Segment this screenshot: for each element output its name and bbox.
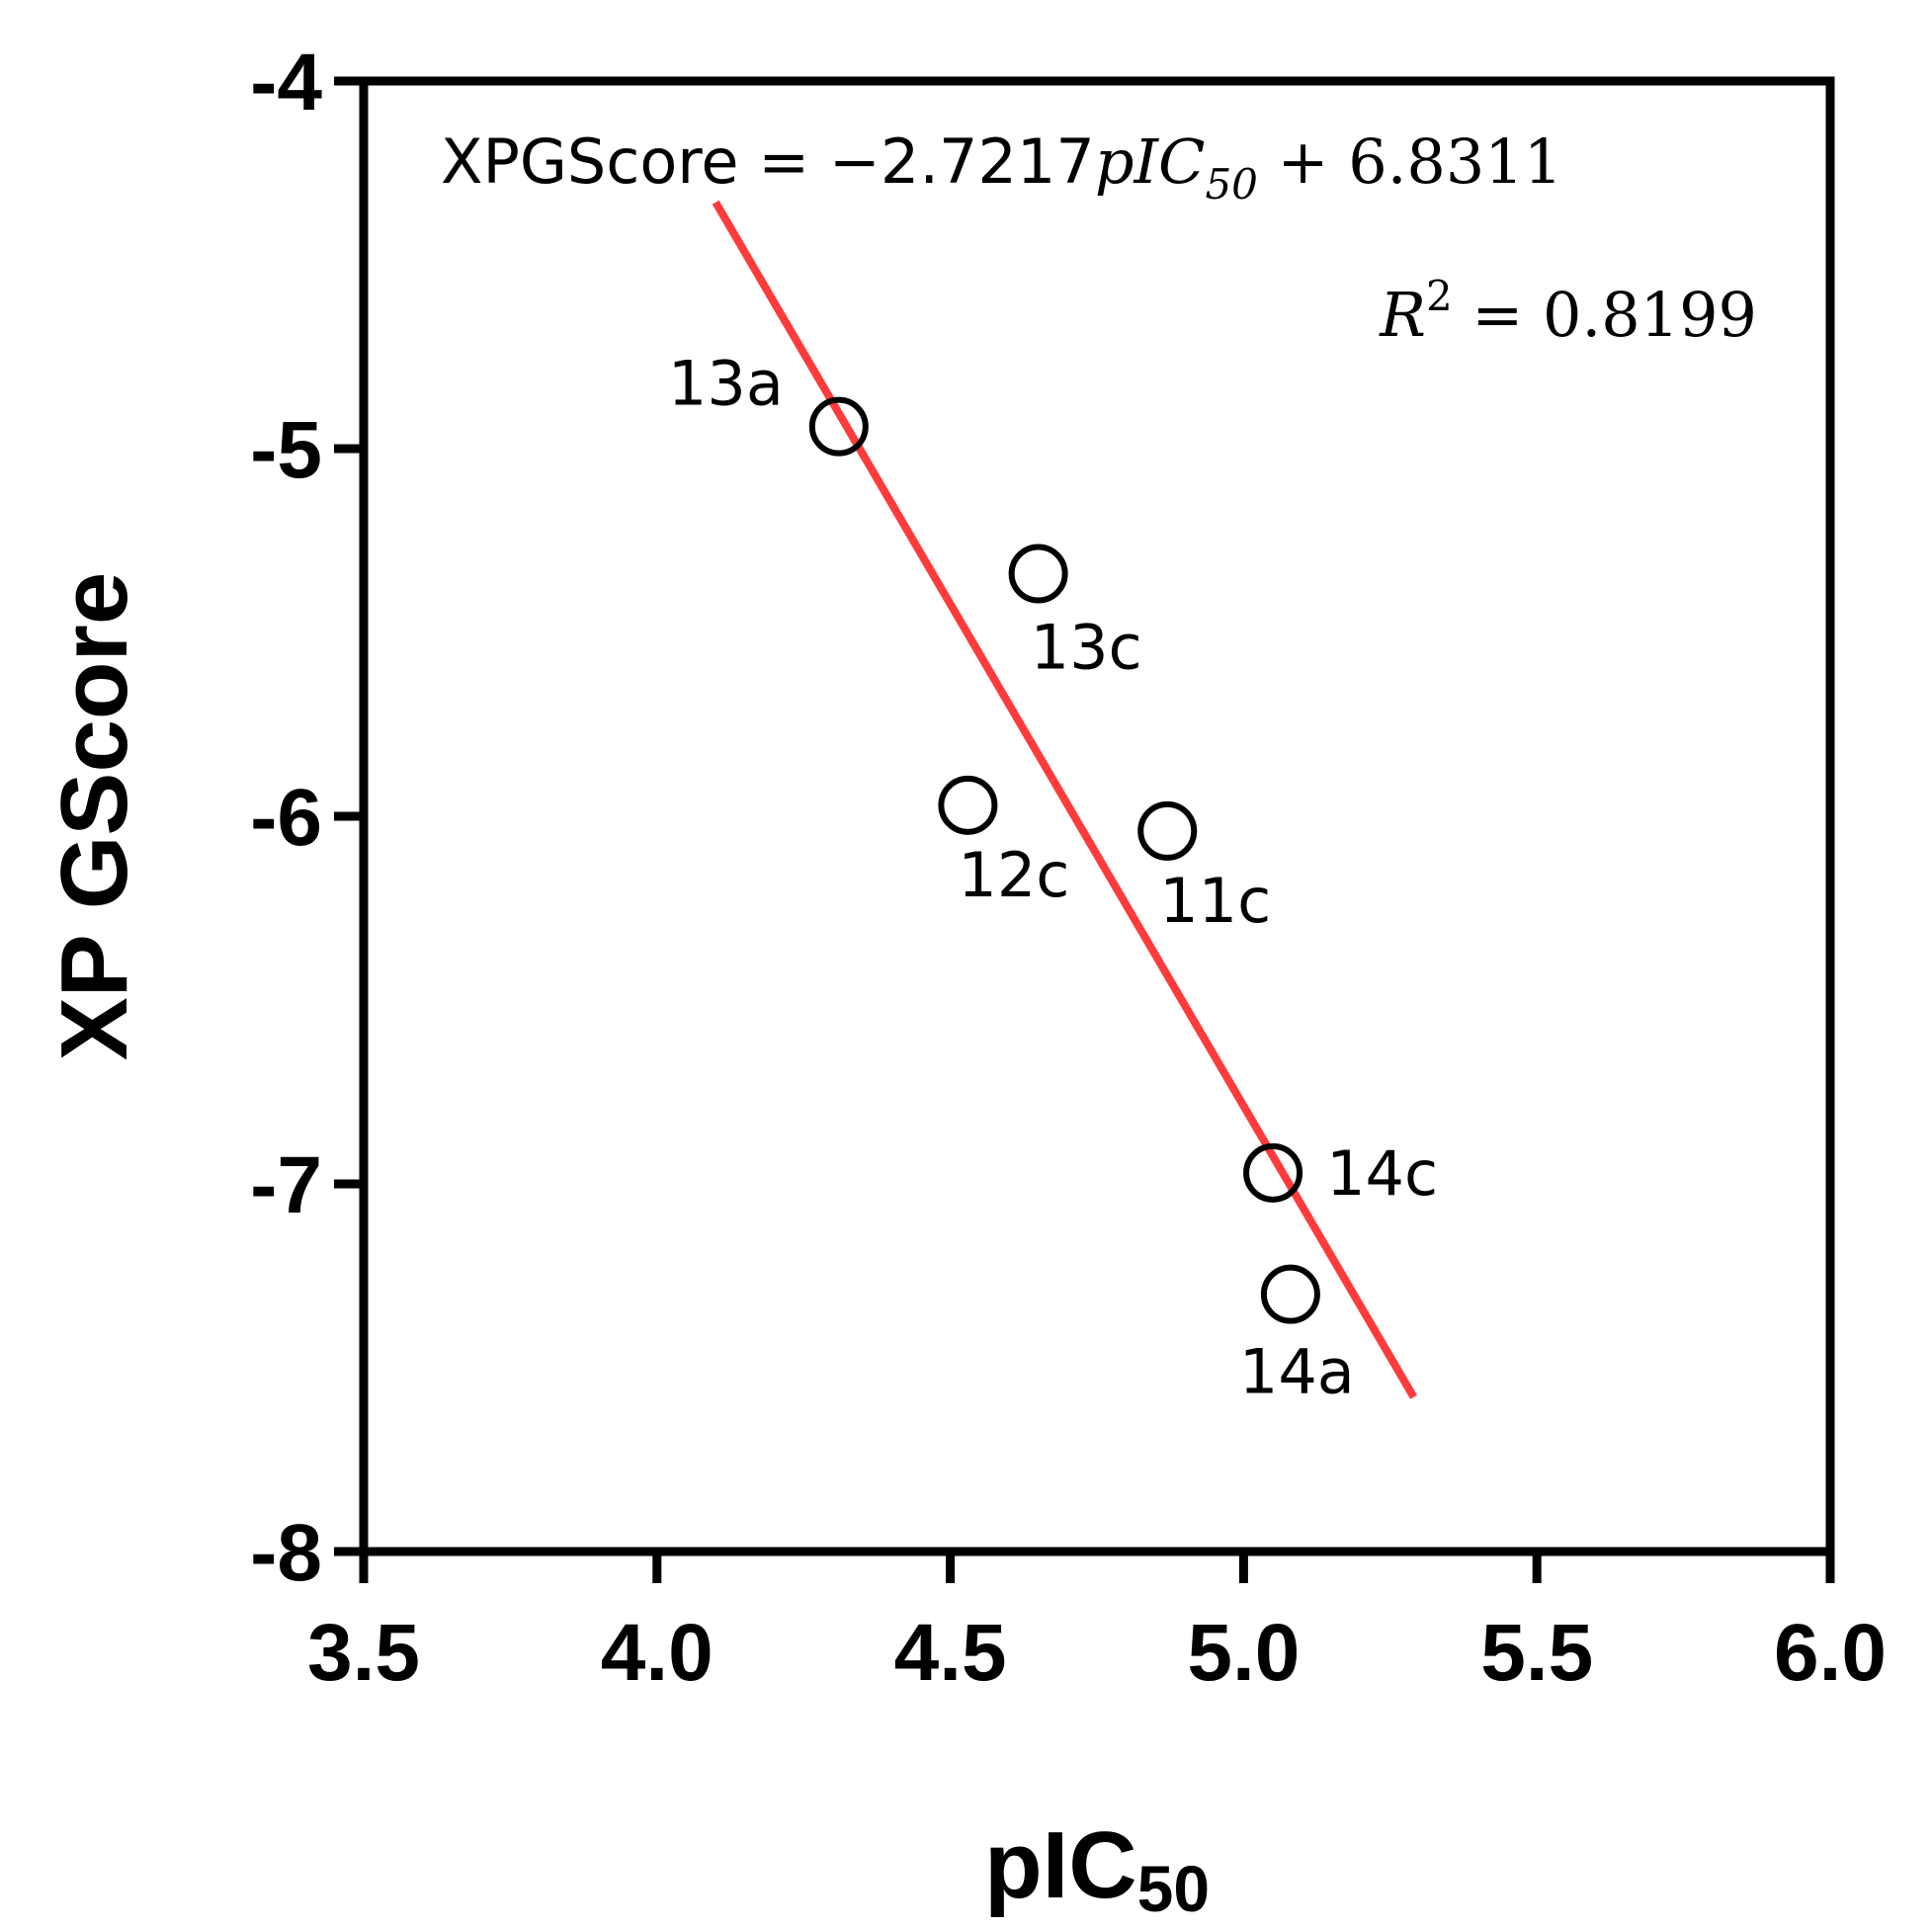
y-tick-label: -5 [250,405,322,495]
y-tick-label: -8 [250,1508,322,1598]
data-point-14c [1243,1142,1303,1203]
equation-rhs: + 6.8311 [1258,126,1562,198]
data-point-13c [1008,544,1068,604]
x-tick-label: 5.5 [1480,1608,1593,1698]
y-axis: -4 -5 -6 -7 -8 [250,38,364,1598]
x-tick-label: 4.0 [601,1608,714,1698]
x-axis-title: pIC50 [984,1812,1210,1925]
x-axis-title-main: pIC [984,1812,1137,1918]
point-label-14c: 14c [1326,1137,1438,1210]
data-point-14a [1260,1264,1320,1324]
point-label-13c: 13c [1031,611,1142,683]
point-label-11c: 11c [1159,865,1271,937]
r-squared-value: = 0.8199 [1453,279,1757,351]
point-label-14a: 14a [1239,1336,1355,1408]
y-tick-label: -6 [250,773,322,863]
x-axis-title-subscript: 50 [1137,1852,1210,1925]
data-point-12c [938,775,998,835]
point-label-13a: 13a [668,348,784,420]
r-squared-symbol: R [1379,279,1426,351]
equation-variable: pIC [1095,126,1206,198]
equation-lhs: XPGScore = −2.7217 [441,126,1095,198]
y-tick-label: -4 [250,38,322,127]
regression-equation: XPGScore = −2.7217pIC50 + 6.8311 [441,126,1562,209]
x-tick-label: 4.5 [894,1608,1007,1698]
x-tick-label: 3.5 [307,1608,420,1698]
point-label-12c: 12c [958,839,1069,911]
y-tick-label: -7 [250,1140,322,1230]
x-tick-label: 5.0 [1187,1608,1300,1698]
data-point-13a [808,396,869,457]
data-point-11c [1137,800,1198,861]
equation-variable-subscript: 50 [1205,160,1257,209]
y-axis-title: XP GScore [42,572,147,1060]
x-axis: 3.5 4.0 4.5 5.0 5.5 6.0 [307,1552,1887,1698]
r-squared: R2 = 0.8199 [1379,272,1757,351]
r-squared-power: 2 [1426,272,1453,320]
regression-line [712,200,1417,1399]
x-tick-label: 6.0 [1774,1608,1887,1698]
data-points: 13a 13c 12c 11c 14c 14a [668,348,1438,1408]
